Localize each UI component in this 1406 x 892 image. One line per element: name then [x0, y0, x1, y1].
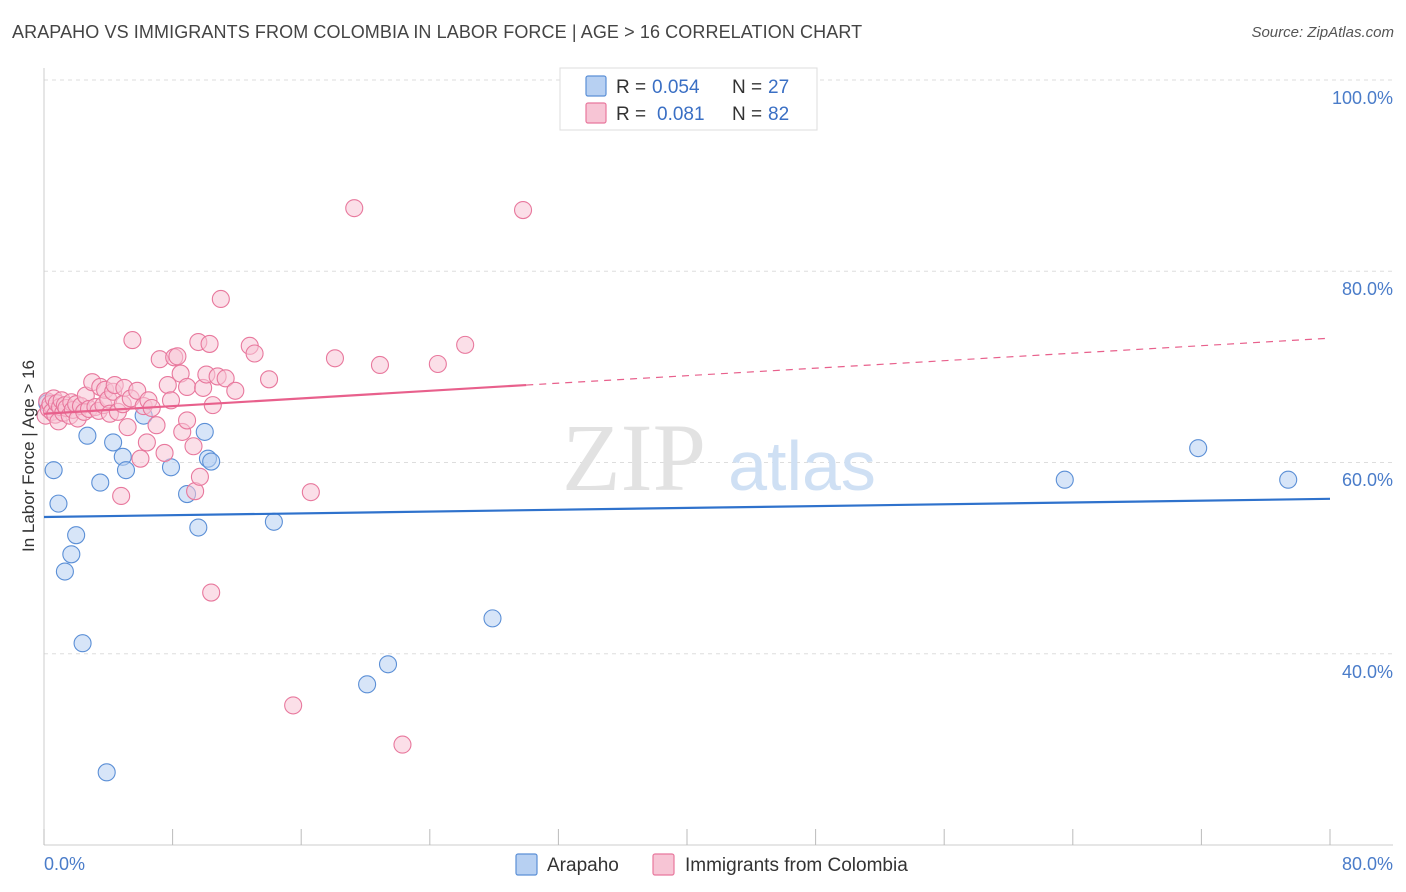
series-legend: Arapaho Immigrants from Colombia	[515, 853, 908, 876]
point-arapaho-2	[49, 494, 68, 513]
point-colombia-68	[216, 369, 235, 388]
point-colombia-76	[345, 199, 364, 218]
point-arapaho-21	[358, 675, 377, 694]
chart-title: ARAPAHO VS IMMIGRANTS FROM COLOMBIA IN L…	[12, 22, 863, 42]
point-arapaho-10	[104, 433, 123, 452]
watermark: ZIP atlas	[562, 404, 876, 511]
point-arapaho-3	[55, 562, 74, 581]
point-colombia-57	[184, 437, 203, 456]
point-arapaho-26	[1279, 470, 1298, 489]
point-colombia-77	[370, 355, 390, 375]
watermark-zip: ZIP	[562, 404, 706, 511]
point-colombia-74	[301, 483, 320, 502]
legend-label-colombia: Immigrants from Colombia	[685, 855, 908, 876]
point-colombia-34	[112, 486, 131, 506]
stats-r-label-colombia: R =	[616, 104, 646, 125]
point-colombia-80	[456, 335, 475, 354]
stats-n-value-colombia: 82	[768, 104, 789, 125]
stats-n-value-arapaho: 27	[768, 77, 789, 98]
stats-r-value-colombia: 0.081	[657, 104, 705, 125]
y-tick-label-60: 60.0%	[1342, 470, 1393, 490]
y-axis-label: In Labor Force | Age > 16	[19, 360, 38, 552]
point-colombia-52	[168, 347, 187, 366]
point-colombia-56	[178, 377, 197, 397]
x-tick-label-max: 80.0%	[1342, 854, 1393, 874]
y-tick-label-100: 100.0%	[1332, 88, 1393, 108]
stats-r-label-arapaho: R =	[616, 77, 646, 98]
axes	[43, 68, 1393, 846]
point-colombia-72	[259, 370, 279, 389]
trend-lines	[43, 337, 1331, 519]
point-colombia-60	[190, 467, 209, 486]
point-arapaho-7	[78, 426, 97, 445]
point-colombia-41	[131, 449, 150, 468]
source-credit: Source: ZipAtlas.com	[1251, 24, 1394, 41]
watermark-atlas: atlas	[728, 427, 876, 505]
point-colombia-63	[200, 334, 219, 353]
point-arapaho-17	[195, 422, 214, 441]
point-arapaho-9	[97, 763, 116, 782]
point-colombia-55	[178, 411, 197, 430]
stats-swatch-colombia	[585, 102, 607, 124]
point-colombia-71	[245, 344, 264, 363]
point-arapaho-24	[1055, 470, 1074, 489]
point-colombia-69	[226, 381, 245, 400]
trend-line-colombia	[43, 383, 527, 415]
point-colombia-75	[325, 349, 345, 368]
legend-label-arapaho: Arapaho	[547, 855, 619, 876]
point-arapaho-4	[62, 545, 81, 564]
y-tick-label-80: 80.0%	[1342, 279, 1393, 299]
point-arapaho-12	[116, 461, 136, 480]
point-arapaho-5	[67, 526, 86, 545]
data-points	[36, 199, 1298, 782]
point-colombia-78	[393, 735, 412, 754]
trend-line-arapaho	[43, 497, 1331, 519]
point-arapaho-20	[264, 512, 283, 531]
point-arapaho-1	[44, 461, 63, 480]
point-arapaho-19	[202, 452, 221, 471]
point-colombia-50	[161, 391, 181, 410]
legend-swatch-colombia	[652, 853, 675, 876]
stats-legend: R = 0.054 N = 27 R = 0.081 N = 82	[559, 67, 818, 131]
point-arapaho-25	[1189, 439, 1208, 458]
point-arapaho-22	[378, 655, 398, 674]
point-colombia-67	[211, 289, 230, 309]
point-colombia-64	[202, 583, 221, 602]
y-tick-label-40: 40.0%	[1342, 662, 1393, 682]
point-arapaho-23	[483, 609, 502, 628]
point-colombia-37	[118, 418, 137, 437]
stats-n-label-arapaho: N =	[732, 77, 762, 98]
stats-swatch-arapaho	[585, 75, 607, 97]
point-colombia-39	[123, 331, 142, 350]
point-arapaho-8	[91, 473, 110, 492]
point-arapaho-6	[73, 634, 92, 653]
point-colombia-43	[137, 433, 156, 452]
point-colombia-48	[155, 443, 174, 462]
stats-n-label-colombia: N =	[732, 104, 762, 125]
stats-r-value-arapaho: 0.054	[652, 77, 700, 98]
x-tick-label-min: 0.0%	[44, 854, 85, 874]
point-colombia-73	[284, 696, 303, 715]
legend-swatch-arapaho	[515, 853, 538, 876]
trend-line-colombia-extension	[526, 337, 1331, 386]
point-arapaho-16	[189, 518, 208, 537]
grid-lines	[44, 79, 1393, 655]
point-colombia-81	[513, 201, 533, 220]
point-colombia-79	[428, 354, 447, 374]
point-colombia-46	[147, 416, 166, 435]
